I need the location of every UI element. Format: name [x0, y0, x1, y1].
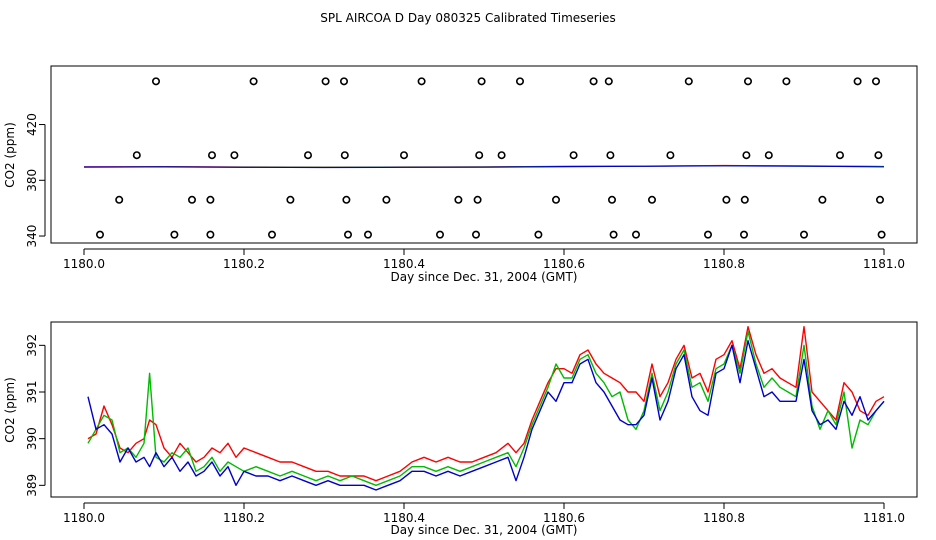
scatter-point — [343, 230, 352, 239]
scatter-point — [152, 77, 161, 86]
scatter-point — [267, 230, 276, 239]
series-line-blue — [83, 165, 885, 169]
scatter-point — [877, 230, 886, 239]
top-points-group — [96, 77, 886, 239]
bottom-plot-frame — [50, 321, 918, 498]
scatter-point — [382, 195, 391, 204]
scatter-point — [188, 195, 197, 204]
bottom-x-tick-label: 1181.0 — [863, 511, 905, 525]
scatter-point — [739, 230, 748, 239]
bottom-x-tick-label: 1180.6 — [543, 511, 585, 525]
scatter-point — [607, 195, 616, 204]
scatter-point — [684, 77, 693, 86]
scatter-point — [96, 230, 105, 239]
series-line-green — [87, 330, 885, 486]
bottom-panel: 1180.0 1180.2 1180.4 1180.6 1180.8 1181.0 389… — [3, 321, 918, 537]
top-x-tick-label: 1180.8 — [703, 257, 745, 271]
top-x-tick-label: 1180.4 — [383, 257, 425, 271]
bottom-x-tick-label: 1180.2 — [223, 511, 265, 525]
top-y-tick-label: 420 — [25, 113, 39, 136]
scatter-point — [742, 151, 751, 160]
series-line-red — [87, 326, 885, 482]
scatter-point — [606, 151, 615, 160]
bottom-y-tick-label: 392 — [25, 334, 39, 357]
top-x-tick-label: 1180.2 — [223, 257, 265, 271]
bottom-x-tick-label: 1180.8 — [703, 511, 745, 525]
scatter-point — [435, 230, 444, 239]
scatter-point — [722, 195, 731, 204]
top-lines-group — [83, 164, 885, 169]
bottom-x-tick-label: 1180.0 — [63, 511, 105, 525]
scatter-point — [363, 230, 372, 239]
scatter-point — [170, 230, 179, 239]
top-x-tick-label: 1180.6 — [543, 257, 585, 271]
bottom-y-axis: 389 390 391 392 — [25, 334, 46, 497]
scatter-point — [471, 230, 480, 239]
scatter-point — [475, 151, 484, 160]
top-plot-frame — [50, 65, 918, 244]
top-x-axis: 1180.0 1180.2 1180.4 1180.6 1180.8 1181.0 — [63, 248, 905, 271]
scatter-point — [115, 195, 124, 204]
top-panel: 1180.0 1180.2 1180.4 1180.6 1180.8 1181.0 340… — [3, 65, 918, 284]
scatter-point — [569, 151, 578, 160]
scatter-point — [647, 195, 656, 204]
scatter-point — [340, 151, 349, 160]
scatter-point — [208, 151, 217, 160]
bottom-lines-group — [87, 326, 885, 491]
scatter-point — [321, 77, 330, 86]
scatter-point — [206, 230, 215, 239]
scatter-point — [589, 77, 598, 86]
scatter-point — [342, 195, 351, 204]
scatter-point — [609, 230, 618, 239]
scatter-point — [740, 195, 749, 204]
scatter-point — [871, 77, 880, 86]
scatter-point — [799, 230, 808, 239]
scatter-point — [249, 77, 258, 86]
scatter-point — [743, 77, 752, 86]
scatter-point — [132, 151, 141, 160]
top-y-tick-label: 380 — [25, 169, 39, 192]
scatter-point — [703, 230, 712, 239]
bottom-y-tick-label: 391 — [25, 381, 39, 404]
scatter-point — [818, 195, 827, 204]
scatter-point — [515, 77, 524, 86]
scatter-point — [874, 151, 883, 160]
scatter-point — [782, 77, 791, 86]
scatter-point — [666, 151, 675, 160]
scatter-point — [853, 77, 862, 86]
scatter-point — [417, 77, 426, 86]
chart-title: SPL AIRCOA D Day 080325 Calibrated Times… — [320, 11, 615, 25]
scatter-point — [303, 151, 312, 160]
scatter-point — [399, 151, 408, 160]
scatter-point — [604, 77, 613, 86]
scatter-point — [764, 151, 773, 160]
bottom-x-axis-label: Day since Dec. 31, 2004 (GMT) — [391, 523, 578, 537]
top-x-axis-label: Day since Dec. 31, 2004 (GMT) — [391, 270, 578, 284]
scatter-point — [477, 77, 486, 86]
scatter-point — [534, 230, 543, 239]
bottom-x-tick-label: 1180.4 — [383, 511, 425, 525]
top-y-axis: 340 380 420 — [25, 113, 46, 248]
scatter-point — [551, 195, 560, 204]
bottom-y-tick-label: 390 — [25, 427, 39, 450]
scatter-point — [206, 195, 215, 204]
top-y-axis-label: CO2 (ppm) — [3, 122, 17, 188]
scatter-point — [875, 195, 884, 204]
scatter-point — [631, 230, 640, 239]
scatter-point — [339, 77, 348, 86]
scatter-point — [835, 151, 844, 160]
bottom-x-axis: 1180.0 1180.2 1180.4 1180.6 1180.8 1181.0 — [63, 502, 905, 525]
bottom-y-tick-label: 389 — [25, 474, 39, 497]
top-x-tick-label: 1180.0 — [63, 257, 105, 271]
top-x-tick-label: 1181.0 — [863, 257, 905, 271]
scatter-point — [497, 151, 506, 160]
scatter-point — [473, 195, 482, 204]
scatter-point — [454, 195, 463, 204]
bottom-y-axis-label: CO2 (ppm) — [3, 377, 17, 443]
top-y-tick-label: 340 — [25, 225, 39, 248]
scatter-point — [230, 151, 239, 160]
series-line-blue — [87, 340, 885, 491]
scatter-point — [286, 195, 295, 204]
